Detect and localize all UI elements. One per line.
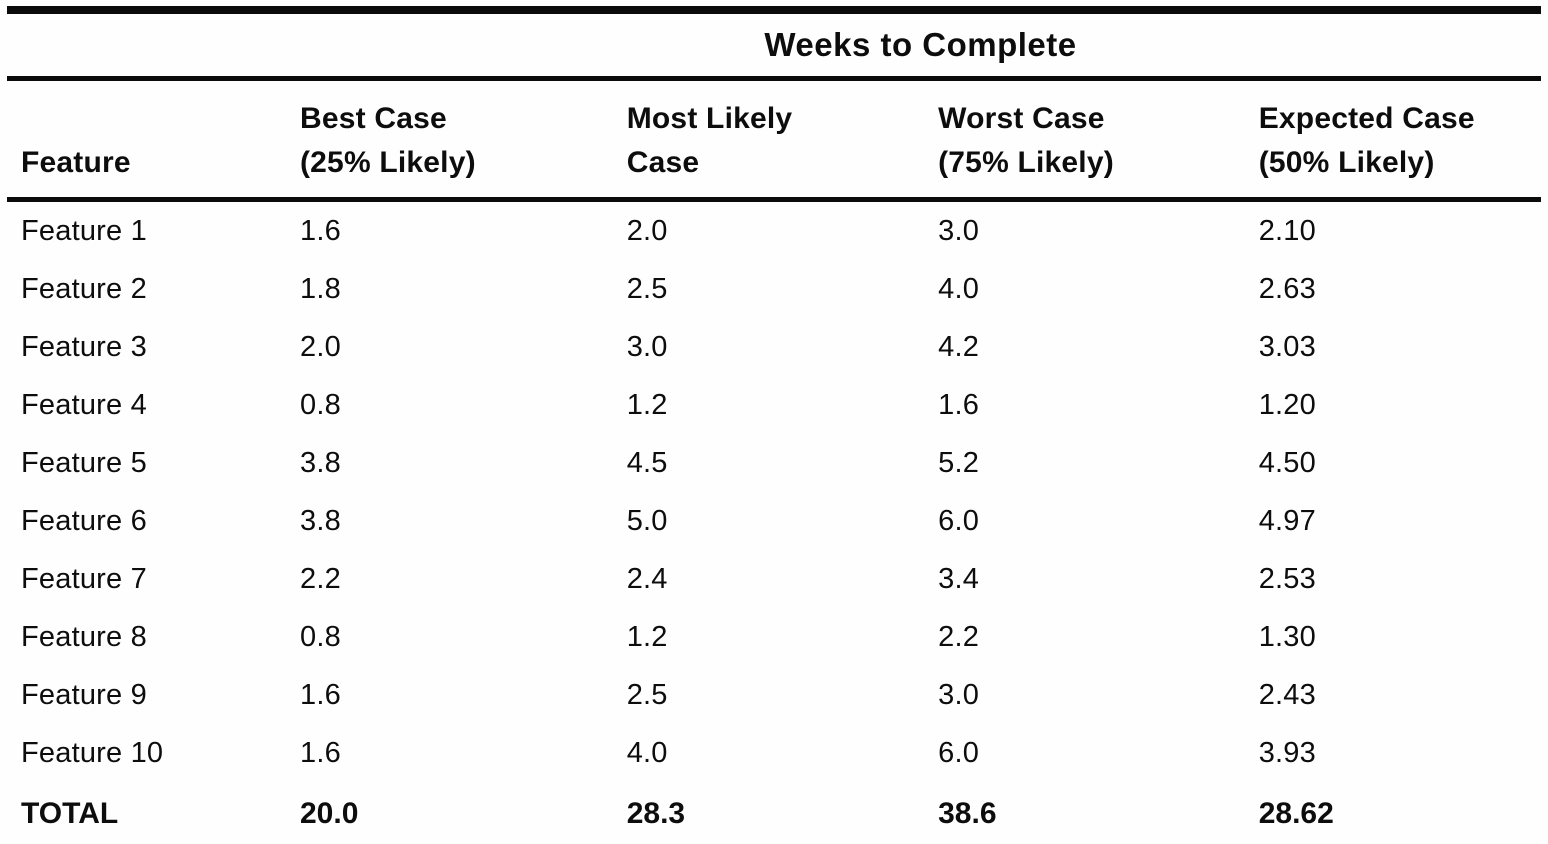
best-case-cell: 1.6 xyxy=(299,736,341,769)
best-case-cell: 0.8 xyxy=(299,620,341,653)
column-header-feature: Feature xyxy=(7,79,300,200)
most-likely-cell: 5.0 xyxy=(626,504,668,537)
column-header-worst-case: Worst Case (75% Likely) xyxy=(938,102,1114,179)
best-case-cell: 1.6 xyxy=(299,214,341,247)
table-row: Feature 5 3.8 4.5 5.2 4.50 xyxy=(7,434,1541,492)
table-body: Feature 1 1.6 2.0 3.0 2.10 Feature 2 1.8 2.5 4.0… xyxy=(7,200,1541,783)
total-worst-case-cell: 38.6 xyxy=(938,797,997,830)
column-header-best-case: Best Case (25% Likely) xyxy=(299,102,476,179)
total-row: TOTAL 20.0 28.3 38.6 28.62 xyxy=(7,782,1541,844)
total-best-case-cell: 20.0 xyxy=(299,797,359,830)
expected-case-cell: 1.20 xyxy=(1258,388,1316,421)
most-likely-cell: 2.5 xyxy=(626,272,668,305)
worst-case-cell: 4.0 xyxy=(938,272,980,305)
worst-case-cell: 3.0 xyxy=(938,214,980,247)
column-header-expected-case: Expected Case (50% Likely) xyxy=(1258,102,1475,179)
estimation-table: Weeks to Complete Feature Best Case (25%… xyxy=(7,6,1541,844)
feature-name-cell: Feature 3 xyxy=(21,330,147,363)
best-case-cell: 0.8 xyxy=(299,388,341,421)
worst-case-cell: 6.0 xyxy=(938,504,980,537)
table-row: Feature 10 1.6 4.0 6.0 3.93 xyxy=(7,724,1541,782)
expected-case-cell: 4.97 xyxy=(1258,504,1316,537)
feature-name-cell: Feature 5 xyxy=(21,446,147,479)
worst-case-cell: 4.2 xyxy=(938,330,980,363)
table-row: Feature 9 1.6 2.5 3.0 2.43 xyxy=(7,666,1541,724)
most-likely-cell: 4.5 xyxy=(626,446,668,479)
spanning-header-spacer xyxy=(7,10,300,79)
feature-name-cell: Feature 4 xyxy=(21,388,147,421)
expected-case-cell: 1.30 xyxy=(1258,620,1316,653)
expected-case-cell: 2.53 xyxy=(1258,562,1316,595)
expected-case-cell: 3.93 xyxy=(1258,736,1316,769)
most-likely-cell: 3.0 xyxy=(626,330,668,363)
table-row: Feature 1 1.6 2.0 3.0 2.10 xyxy=(7,200,1541,261)
table-row: Feature 2 1.8 2.5 4.0 2.63 xyxy=(7,260,1541,318)
most-likely-cell: 2.5 xyxy=(626,678,668,711)
best-case-cell: 2.0 xyxy=(299,330,341,363)
feature-name-cell: Feature 9 xyxy=(21,678,147,711)
most-likely-cell: 1.2 xyxy=(626,620,668,653)
worst-case-cell: 2.2 xyxy=(938,620,980,653)
table-row: Feature 6 3.8 5.0 6.0 4.97 xyxy=(7,492,1541,550)
feature-name-cell: Feature 7 xyxy=(21,562,147,595)
worst-case-cell: 5.2 xyxy=(938,446,980,479)
worst-case-cell: 3.4 xyxy=(938,562,980,595)
most-likely-cell: 2.4 xyxy=(626,562,668,595)
expected-case-cell: 2.10 xyxy=(1258,214,1316,247)
best-case-cell: 2.2 xyxy=(299,562,341,595)
total-expected-case-cell: 28.62 xyxy=(1258,797,1334,830)
worst-case-cell: 1.6 xyxy=(938,388,980,421)
worst-case-cell: 3.0 xyxy=(938,678,980,711)
weeks-to-complete-header: Weeks to Complete xyxy=(764,26,1077,63)
feature-name-cell: Feature 6 xyxy=(21,504,147,537)
total-most-likely-cell: 28.3 xyxy=(626,797,686,830)
best-case-cell: 1.8 xyxy=(299,272,341,305)
table-row: Feature 8 0.8 1.2 2.2 1.30 xyxy=(7,608,1541,666)
column-header-most-likely: Most Likely Case xyxy=(626,102,793,179)
feature-name-cell: Feature 10 xyxy=(21,736,164,769)
feature-name-cell: Feature 1 xyxy=(21,214,147,247)
column-header-row: Feature Best Case (25% Likely) Most Like… xyxy=(7,79,1541,200)
most-likely-cell: 4.0 xyxy=(626,736,668,769)
expected-case-cell: 4.50 xyxy=(1258,446,1316,479)
feature-name-cell: Feature 2 xyxy=(21,272,147,305)
column-header-feature-label: Feature xyxy=(21,146,131,179)
spanning-header-row: Weeks to Complete xyxy=(7,10,1541,79)
best-case-cell: 1.6 xyxy=(299,678,341,711)
expected-case-cell: 2.43 xyxy=(1258,678,1316,711)
expected-case-cell: 3.03 xyxy=(1258,330,1316,363)
feature-name-cell: Feature 8 xyxy=(21,620,147,653)
most-likely-cell: 2.0 xyxy=(626,214,668,247)
table-row: Feature 4 0.8 1.2 1.6 1.20 xyxy=(7,376,1541,434)
table-row: Feature 3 2.0 3.0 4.2 3.03 xyxy=(7,318,1541,376)
worst-case-cell: 6.0 xyxy=(938,736,980,769)
best-case-cell: 3.8 xyxy=(299,504,341,537)
expected-case-cell: 2.63 xyxy=(1258,272,1316,305)
best-case-cell: 3.8 xyxy=(299,446,341,479)
most-likely-cell: 1.2 xyxy=(626,388,668,421)
table-row: Feature 7 2.2 2.4 3.4 2.53 xyxy=(7,550,1541,608)
total-label-cell: TOTAL xyxy=(21,797,119,830)
